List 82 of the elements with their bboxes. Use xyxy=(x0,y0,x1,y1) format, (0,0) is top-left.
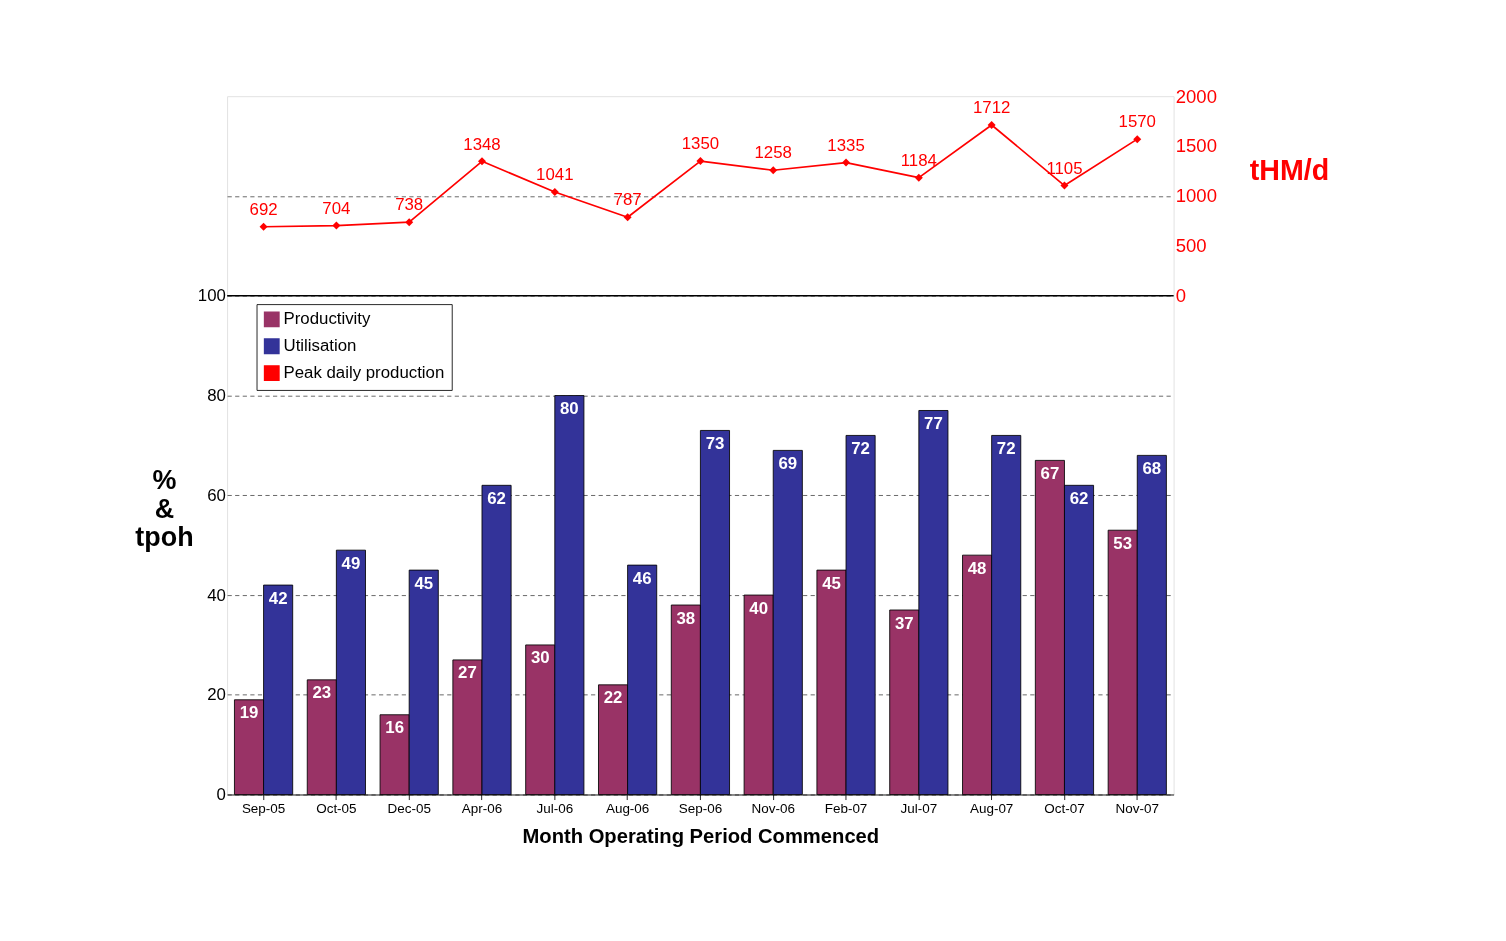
data-label: 49 xyxy=(341,553,361,573)
data-label: 692 xyxy=(249,199,278,219)
x-tick-label: Jul-06 xyxy=(536,800,574,816)
x-tick-label: Dec-05 xyxy=(387,800,431,816)
data-label: 19 xyxy=(239,703,259,723)
data-label: 1348 xyxy=(463,134,501,154)
data-label: 22 xyxy=(603,688,623,708)
data-label: 1184 xyxy=(900,150,937,170)
data-label: 42 xyxy=(268,588,288,608)
data-label: 40 xyxy=(749,598,769,618)
y-tick-label: 60 xyxy=(207,485,226,505)
data-label: 46 xyxy=(632,568,652,588)
x-tick-label: Aug-06 xyxy=(605,800,650,816)
data-label: 1570 xyxy=(1118,112,1156,132)
y2-tick-label: 2000 xyxy=(1175,85,1217,107)
data-label: 80 xyxy=(560,399,579,419)
point xyxy=(623,213,632,222)
point xyxy=(696,157,705,166)
data-label: 62 xyxy=(1069,488,1089,508)
legend-label: Productivity xyxy=(283,309,372,329)
data-label: 1105 xyxy=(1046,158,1083,178)
x-tick-label: Apr-06 xyxy=(461,800,503,816)
x-tick-label: Aug-07 xyxy=(969,800,1014,816)
point xyxy=(478,157,486,166)
x-tick-label: Sep-06 xyxy=(678,800,723,816)
point xyxy=(550,187,559,196)
data-label: 48 xyxy=(967,558,987,578)
x-tick-label: Nov-06 xyxy=(751,800,795,816)
y-tick-label: 20 xyxy=(207,685,226,705)
data-label: 77 xyxy=(924,414,943,434)
data-label: 53 xyxy=(1113,533,1133,553)
x-tick-label: Feb-07 xyxy=(824,800,868,816)
data-label: 38 xyxy=(676,608,696,628)
data-label: 72 xyxy=(996,438,1016,458)
data-label: 67 xyxy=(1040,463,1060,483)
data-label: 1258 xyxy=(754,143,792,163)
data-label: 704 xyxy=(322,198,351,218)
data-label: 68 xyxy=(1142,458,1162,478)
data-label: 62 xyxy=(487,488,506,508)
data-label: 37 xyxy=(894,613,914,633)
point xyxy=(914,173,923,182)
data-label: 72 xyxy=(851,438,870,458)
point xyxy=(987,120,996,129)
data-label: 69 xyxy=(778,453,798,473)
x-tick-label: Nov-07 xyxy=(1115,800,1159,816)
data-label: 27 xyxy=(458,663,477,683)
data-label: 1712 xyxy=(972,98,1011,118)
point xyxy=(1060,181,1069,190)
x-tick-label: Oct-05 xyxy=(316,800,357,816)
point xyxy=(332,221,341,230)
data-label: 45 xyxy=(414,573,434,593)
data-label: 738 xyxy=(395,195,424,215)
data-label: 787 xyxy=(613,190,642,210)
data-label: 23 xyxy=(312,683,332,703)
legend-label: Utilisation xyxy=(283,336,357,356)
point xyxy=(842,158,851,167)
y2-tick-label: 1500 xyxy=(1175,135,1217,157)
point xyxy=(1133,135,1142,144)
point xyxy=(259,222,268,231)
y2-tick-label: 0 xyxy=(1175,285,1187,307)
y-tick-label: 40 xyxy=(207,585,226,605)
y2-tick-label: 500 xyxy=(1175,235,1207,257)
x-tick-label: Sep-05 xyxy=(241,800,286,816)
y-axis-title: % & tpoh xyxy=(135,465,194,553)
point xyxy=(405,218,414,227)
data-label: 1041 xyxy=(536,165,574,185)
data-label: 1335 xyxy=(827,135,865,155)
data-label: 16 xyxy=(385,718,404,738)
point xyxy=(769,166,778,175)
x-tick-label: Oct-07 xyxy=(1044,800,1085,816)
data-label: 73 xyxy=(705,433,725,453)
y-tick-label: 100 xyxy=(197,286,226,306)
data-label: 45 xyxy=(822,573,841,593)
data-label: 1350 xyxy=(681,134,720,154)
legend-label: Peak daily production xyxy=(283,363,445,383)
x-axis-title: Month Operating Period Commenced xyxy=(522,824,880,847)
x-tick-label: Jul-07 xyxy=(900,800,938,816)
data-label: 30 xyxy=(530,648,550,668)
y-tick-label: 80 xyxy=(207,386,226,405)
y2-axis-title: tHM/d xyxy=(1249,154,1330,187)
y-tick-label: 0 xyxy=(216,785,226,805)
y2-tick-label: 1000 xyxy=(1175,185,1217,207)
